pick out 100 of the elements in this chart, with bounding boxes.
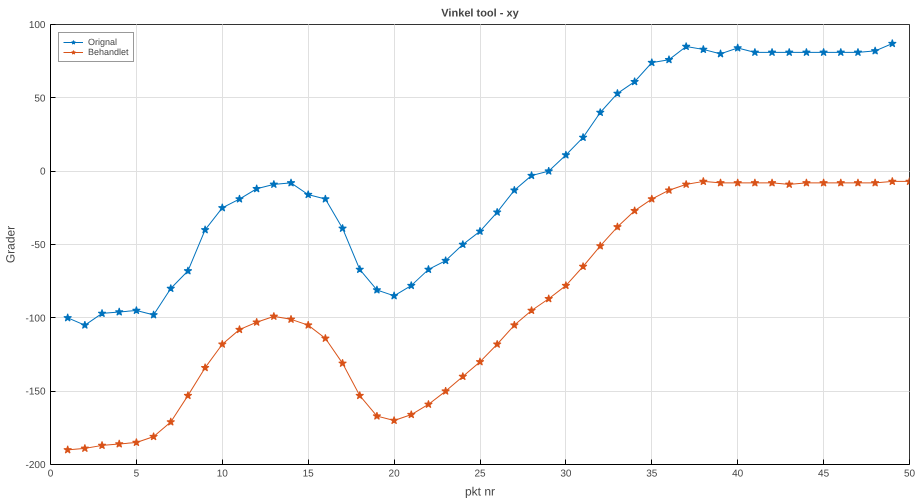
- point: [647, 194, 656, 203]
- point: [132, 306, 141, 314]
- point: [768, 178, 776, 187]
- point: [149, 432, 158, 440]
- point: [510, 320, 519, 329]
- point: [372, 412, 382, 420]
- point: [870, 46, 880, 55]
- point: [647, 58, 656, 66]
- point: [304, 320, 313, 329]
- chart-title: Vinkel tool - xy: [441, 8, 520, 20]
- point: [252, 184, 261, 193]
- point: [699, 176, 708, 186]
- point: [733, 178, 742, 187]
- point: [114, 439, 124, 448]
- x-tick-label: 40: [732, 468, 744, 480]
- point: [562, 281, 570, 290]
- point: [854, 48, 862, 56]
- point: [664, 55, 674, 64]
- point: [527, 171, 536, 180]
- point: [784, 48, 794, 56]
- y-tick-label: 50: [34, 93, 46, 104]
- x-tick-label: 50: [904, 468, 916, 480]
- point: [630, 77, 639, 86]
- point: [270, 312, 278, 320]
- point: [854, 178, 862, 187]
- point: [733, 43, 742, 52]
- x-tick-label: 30: [560, 468, 572, 480]
- point: [132, 438, 141, 446]
- point: [184, 266, 192, 275]
- point: [630, 206, 639, 215]
- point: [286, 178, 296, 187]
- x-tick-label: 20: [388, 468, 400, 480]
- point: [819, 178, 828, 187]
- point: [390, 291, 398, 300]
- legend-label: Behandlet: [88, 47, 129, 57]
- point: [235, 194, 244, 203]
- y-tick-label: -200: [25, 460, 46, 471]
- x-tick-label: 0: [48, 468, 54, 480]
- point: [80, 320, 90, 329]
- point: [80, 444, 90, 452]
- point: [750, 178, 760, 187]
- point: [166, 284, 176, 292]
- point: [888, 176, 897, 186]
- point: [578, 262, 588, 270]
- point: [372, 285, 382, 294]
- y-tick-label: 0: [40, 166, 46, 178]
- x-tick-label: 25: [474, 468, 486, 480]
- point: [406, 410, 416, 418]
- point: [476, 226, 484, 236]
- point: [596, 108, 605, 116]
- point: [270, 180, 278, 188]
- point: [63, 313, 72, 322]
- point: [252, 318, 261, 326]
- point: [441, 256, 450, 264]
- point: [149, 310, 158, 319]
- x-tick-label: 45: [818, 468, 830, 480]
- point: [63, 445, 72, 454]
- point: [870, 178, 880, 187]
- point: [458, 372, 468, 380]
- point: [492, 208, 502, 216]
- point: [682, 180, 690, 188]
- point: [458, 240, 468, 248]
- point: [888, 39, 897, 48]
- point: [664, 186, 674, 194]
- legend-label: Orignal: [88, 37, 118, 47]
- point: [836, 48, 846, 56]
- y-tick-label: -100: [25, 313, 46, 324]
- point: [716, 178, 725, 187]
- point: [802, 48, 811, 56]
- point: [166, 417, 176, 426]
- point: [406, 281, 416, 290]
- point: [784, 180, 794, 188]
- point: [338, 358, 347, 368]
- point: [390, 416, 398, 424]
- x-tick-label: 10: [216, 468, 228, 480]
- point: [200, 225, 210, 234]
- point: [286, 314, 296, 324]
- point: [699, 44, 708, 54]
- point: [98, 308, 106, 318]
- point: [321, 194, 330, 203]
- x-axis-title: pkt nr: [464, 484, 496, 498]
- point: [355, 391, 364, 400]
- point: [441, 386, 450, 395]
- point: [750, 48, 760, 56]
- point: [338, 224, 347, 232]
- point: [200, 363, 210, 372]
- point: [114, 307, 124, 316]
- point: [218, 203, 227, 212]
- point: [476, 357, 484, 366]
- point: [836, 178, 846, 187]
- point: [578, 132, 588, 142]
- point: [321, 334, 330, 342]
- point: [184, 391, 192, 400]
- point: [355, 264, 364, 274]
- point: [235, 325, 244, 334]
- point: [527, 306, 536, 314]
- point: [768, 48, 776, 56]
- point: [562, 150, 570, 159]
- point: [492, 340, 502, 348]
- point: [424, 264, 433, 274]
